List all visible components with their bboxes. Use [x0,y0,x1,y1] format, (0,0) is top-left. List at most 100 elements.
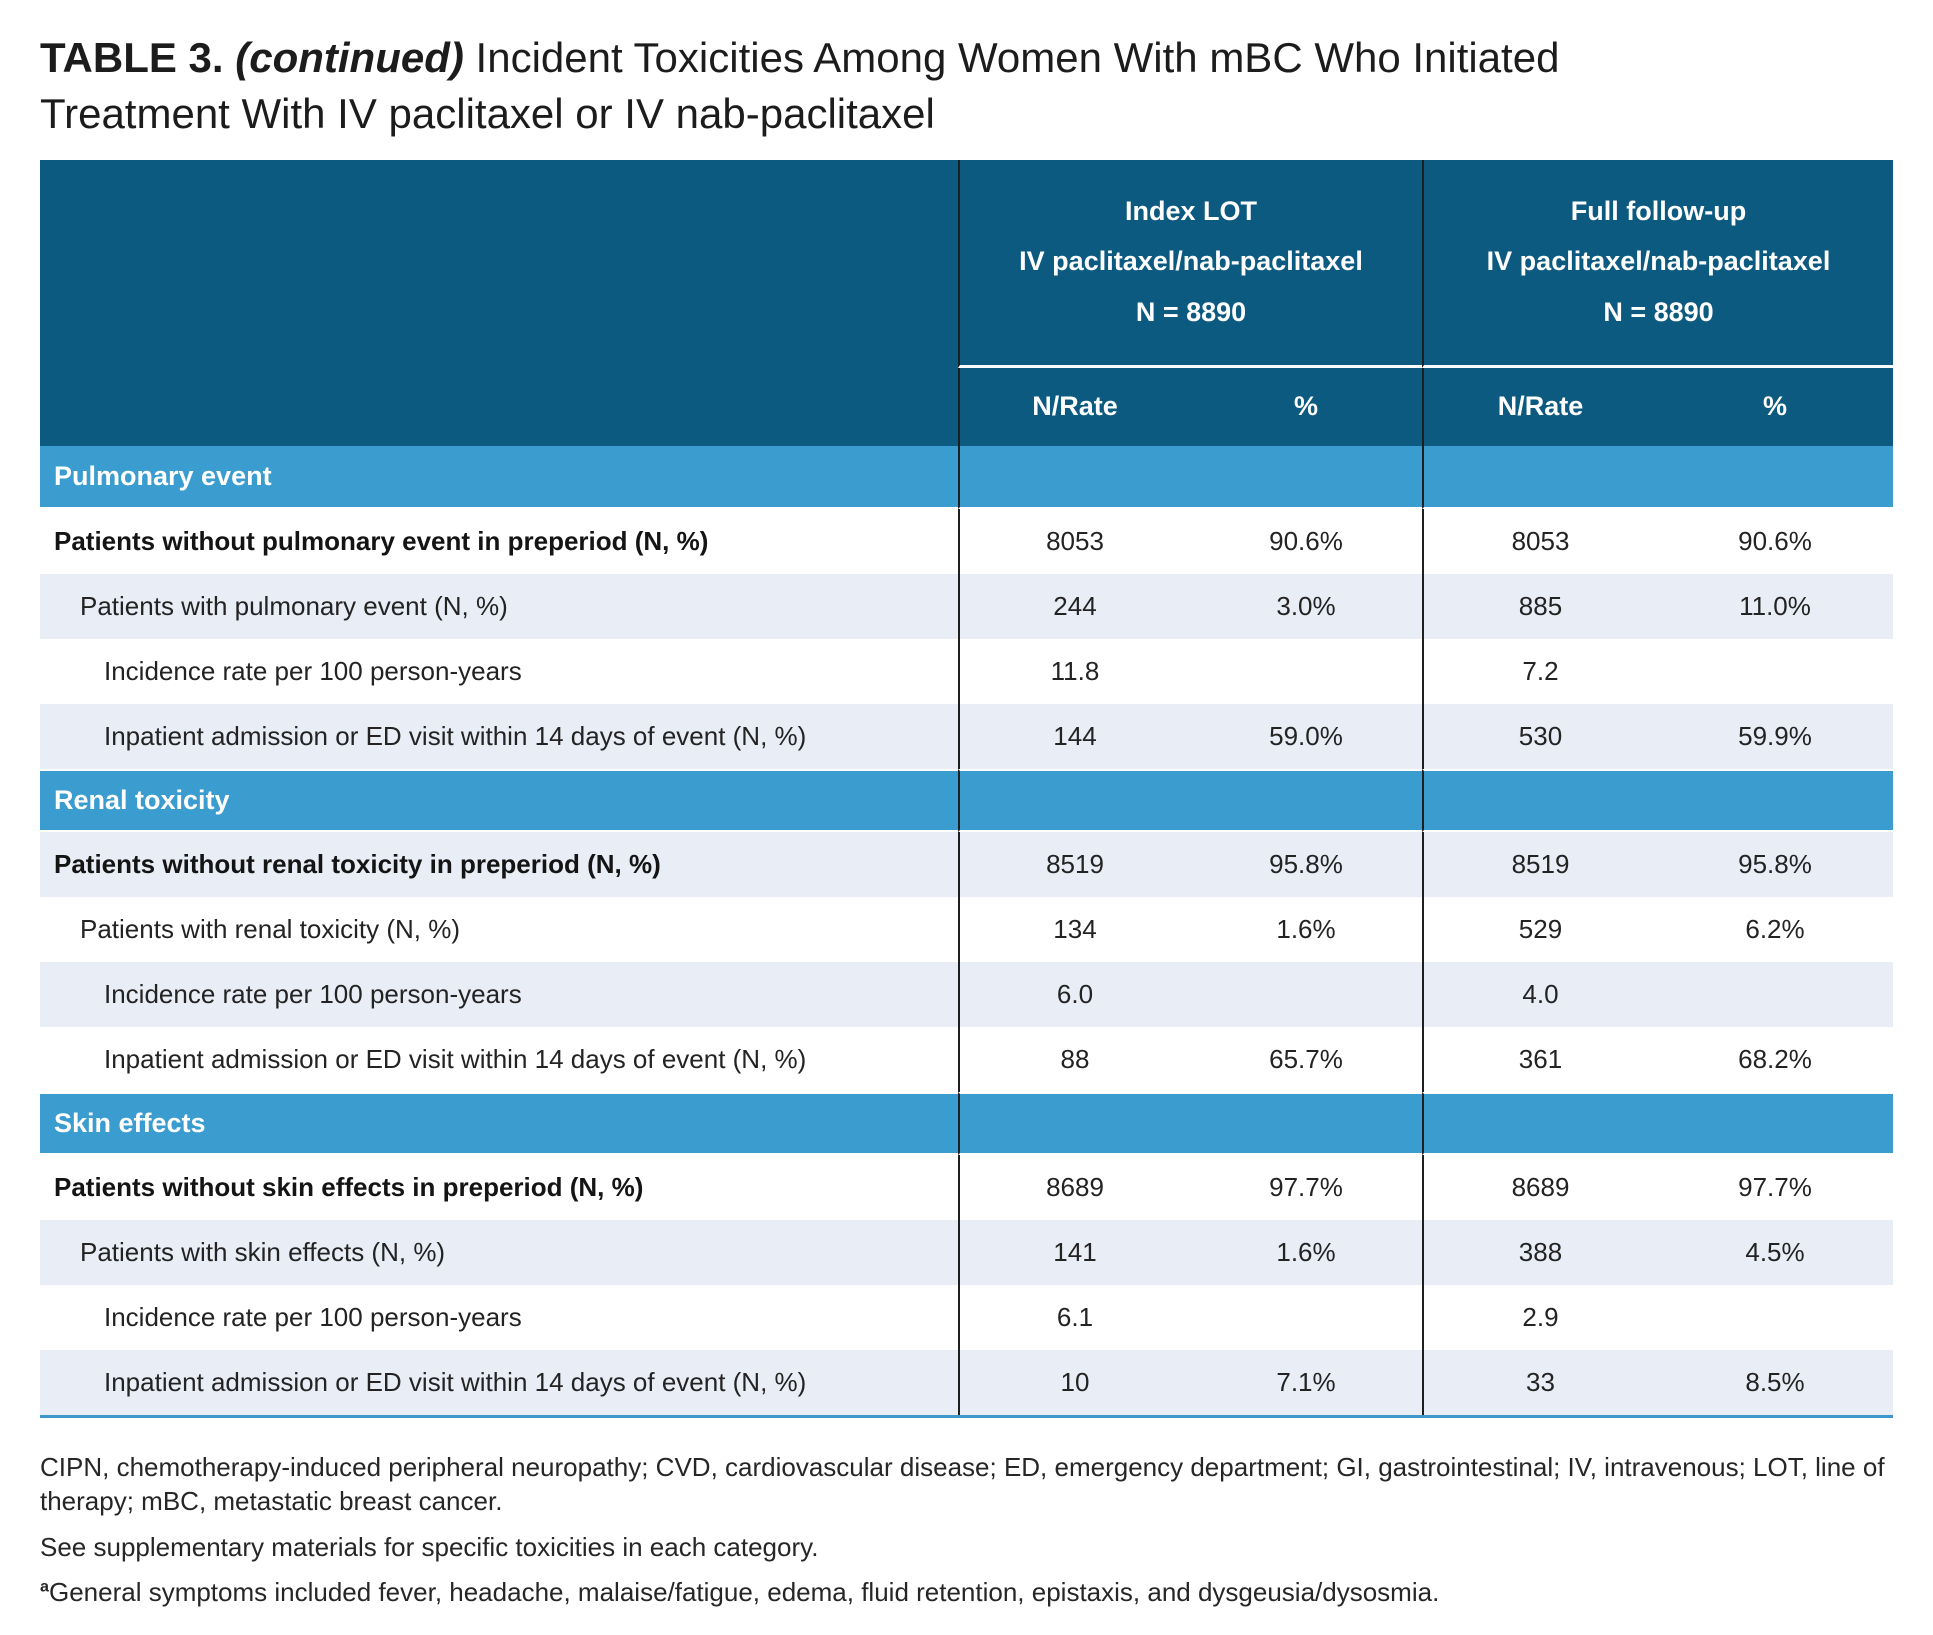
value-cell: 8053 [1422,508,1657,574]
table-title-continued: (continued) [235,34,464,81]
table-row: Incidence rate per 100 person-years 6.0 4.… [40,961,1893,1027]
value-cell: 388 [1422,1219,1657,1285]
group1-line1: Index LOT [1124,195,1257,226]
value-cell: 144 [958,703,1190,769]
stub-header-cell [40,159,958,446]
table-row: Inpatient admission or ED visit within 1… [40,1349,1893,1415]
table-row: Inpatient admission or ED visit within 1… [40,703,1893,769]
footnotes: CIPN, chemotherapy-induced peripheral ne… [40,1450,1893,1610]
value-cell: 141 [958,1219,1190,1285]
group2-line2: IV paclitaxel/nab-paclitaxel [1486,246,1831,277]
subheader-pct-2: % [1657,367,1893,446]
value-cell: 6.0 [958,961,1190,1027]
row-label: Inpatient admission or ED visit within 1… [40,1026,958,1092]
value-cell: 11.8 [958,638,1190,704]
value-cell: 885 [1422,573,1657,639]
value-cell: 6.2% [1657,896,1893,962]
value-cell: 4.5% [1657,1219,1893,1285]
value-cell: 90.6% [1190,508,1422,574]
value-cell [1190,638,1422,704]
value-cell [1657,961,1893,1027]
row-label: Patients without renal toxicity in prepe… [40,831,958,897]
value-cell: 2.9 [1422,1284,1657,1350]
value-cell: 97.7% [1190,1154,1422,1220]
section-header-cell [958,768,1190,832]
section-header-label: Pulmonary event [40,445,958,509]
value-cell: 8.5% [1657,1349,1893,1415]
table-row: Patients with skin effects (N, %) 141 1.6%… [40,1219,1893,1285]
footnote-supplementary: See supplementary materials for specific… [40,1531,819,1562]
value-cell: 11.0% [1657,573,1893,639]
value-cell: 8519 [958,831,1190,897]
footnote-general-symptoms: aGeneral symptoms included fever, headac… [40,1575,1893,1610]
section-header-cell [1657,445,1893,509]
value-cell: 529 [1422,896,1657,962]
section-header-cell [1657,768,1893,832]
group1-line2: IV paclitaxel/nab-paclitaxel [1019,246,1363,277]
sub-header-row: N/Rate % N/Rate % [40,367,1893,446]
value-cell [1190,961,1422,1027]
value-cell: 68.2% [1657,1026,1893,1092]
row-label: Patients with skin effects (N, %) [40,1219,958,1285]
value-cell: 95.8% [1190,831,1422,897]
section-header-cell [1657,1091,1893,1155]
table-title-number: TABLE 3. [40,34,224,81]
row-label: Inpatient admission or ED visit within 1… [40,1349,958,1415]
table-row: Patients with pulmonary event (N, %) 244 3… [40,573,1893,639]
subheader-pct-1: % [1190,367,1422,446]
section-header-cell [958,1091,1190,1155]
value-cell [1657,1284,1893,1350]
subheader-nrate-2: N/Rate [1422,367,1657,446]
value-cell: 90.6% [1657,508,1893,574]
table-row: Patients without renal toxicity in prepe… [40,831,1893,897]
column-group-index-lot: Index LOT IV paclitaxel/nab-paclitaxel N… [958,159,1422,368]
row-label: Incidence rate per 100 person-years [40,1284,958,1350]
row-label: Patients with renal toxicity (N, %) [40,896,958,962]
group2-line1: Full follow-up [1570,195,1747,226]
table-row: Patients with renal toxicity (N, %) 134 1.… [40,896,1893,962]
table-title: TABLE 3. (continued) Incident Toxicities… [40,30,1600,142]
section-header-row: Skin effects [40,1091,1893,1155]
value-cell: 59.0% [1190,703,1422,769]
value-cell: 6.1 [958,1284,1190,1350]
value-cell: 3.0% [1190,573,1422,639]
subheader-nrate-1: N/Rate [958,367,1190,446]
row-label: Patients without skin effects in preperi… [40,1154,958,1220]
section-header-row: Renal toxicity [40,768,1893,832]
value-cell: 7.1% [1190,1349,1422,1415]
value-cell: 10 [958,1349,1190,1415]
value-cell: 134 [958,896,1190,962]
value-cell [1190,1284,1422,1350]
footnote-abbreviations: CIPN, chemotherapy-induced peripheral ne… [40,1451,1885,1517]
value-cell: 33 [1422,1349,1657,1415]
value-cell: 59.9% [1657,703,1893,769]
value-cell: 1.6% [1190,1219,1422,1285]
column-group-header-row: Index LOT IV paclitaxel/nab-paclitaxel N… [40,159,1893,446]
value-cell: 4.0 [1422,961,1657,1027]
section-header-label: Renal toxicity [40,768,958,832]
value-cell: 8519 [1422,831,1657,897]
column-group-full-follow-up: Full follow-up IV paclitaxel/nab-paclita… [1422,159,1893,368]
value-cell: 88 [958,1026,1190,1092]
group2-line3: N = 8890 [1603,297,1714,328]
value-cell: 1.6% [1190,896,1422,962]
value-cell: 95.8% [1657,831,1893,897]
table-row: Incidence rate per 100 person-years 6.1 2.… [40,1284,1893,1350]
section-header-cell [1190,445,1422,509]
row-label: Incidence rate per 100 person-years [40,638,958,704]
row-label: Inpatient admission or ED visit within 1… [40,703,958,769]
footnote-marker-a: a [40,1577,49,1596]
footnote-general-symptoms-text: General symptoms included fever, headach… [48,1577,1440,1608]
value-cell: 7.2 [1422,638,1657,704]
table-title-text: Incident Toxicities Among Women With mBC… [40,34,1560,137]
table-row: Patients without pulmonary event in prep… [40,508,1893,574]
value-cell: 8689 [1422,1154,1657,1220]
section-header-cell [1422,445,1657,509]
table-head: Index LOT IV paclitaxel/nab-paclitaxel N… [40,159,1893,446]
value-cell: 530 [1422,703,1657,769]
table-body: Pulmonary event Patients without pulmonar… [40,445,1893,1415]
section-header-row: Pulmonary event [40,445,1893,509]
row-label: Incidence rate per 100 person-years [40,961,958,1027]
value-cell: 361 [1422,1026,1657,1092]
